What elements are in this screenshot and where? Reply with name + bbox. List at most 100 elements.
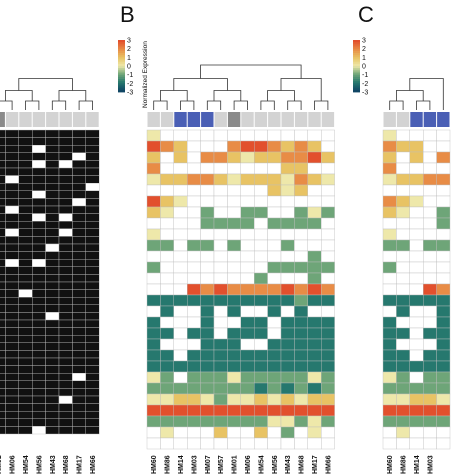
heatmap-cell <box>58 198 73 207</box>
heatmap-cell <box>0 175 6 184</box>
heatmap-cell <box>240 250 255 263</box>
heatmap-cell <box>267 294 282 307</box>
heatmap-cell <box>436 437 451 450</box>
heatmap-cell <box>240 360 255 373</box>
heatmap-cell <box>72 228 87 237</box>
heatmap-cell <box>186 261 201 274</box>
heatmap-cell <box>227 250 241 263</box>
heatmap-cell <box>267 250 282 263</box>
heatmap-cell <box>32 236 46 245</box>
heatmap-cell <box>160 151 174 164</box>
heatmap-cell <box>396 239 410 252</box>
heatmap-cell <box>423 338 437 351</box>
heatmap-cell <box>382 415 397 428</box>
heatmap-cell <box>396 349 410 362</box>
heatmap-cell <box>45 281 60 290</box>
heatmap-cell <box>423 228 437 241</box>
heatmap-cell <box>186 316 201 329</box>
heatmap-cell <box>423 261 437 274</box>
heatmap-cell <box>32 342 46 351</box>
group-annotation-cell <box>241 112 254 127</box>
heatmap-cell <box>160 140 174 153</box>
heatmap-cell <box>396 162 410 175</box>
colorbar-segment <box>118 57 125 60</box>
heatmap-cell <box>5 388 19 397</box>
heatmap-cell <box>396 415 410 428</box>
heatmap-cell <box>32 426 46 435</box>
heatmap-cell <box>160 360 174 373</box>
heatmap-cell <box>267 151 282 164</box>
heatmap-cell <box>253 382 268 395</box>
heatmap-cell <box>307 217 322 230</box>
heatmap-cell <box>423 195 437 208</box>
heatmap-cell <box>436 184 451 197</box>
heatmap-cell <box>409 140 424 153</box>
heatmap-cell <box>186 371 201 384</box>
heatmap-cell <box>409 162 424 175</box>
heatmap-cell <box>18 266 33 275</box>
heatmap-cell <box>423 371 437 384</box>
heatmap-cell <box>321 151 335 164</box>
heatmap-cell <box>200 195 215 208</box>
heatmap-cell <box>307 261 322 274</box>
heatmap-cell <box>160 382 174 395</box>
colorbar-segment <box>353 72 360 76</box>
heatmap-cell <box>160 228 174 241</box>
heatmap-cell <box>5 198 19 207</box>
heatmap-cell <box>32 182 46 191</box>
heatmap-cell <box>18 144 33 153</box>
heatmap-cell <box>267 129 282 142</box>
heatmap-cell <box>0 380 6 389</box>
heatmap-cell <box>382 250 397 263</box>
heatmap-cell <box>32 350 46 359</box>
heatmap-cell <box>280 404 295 417</box>
heatmap-cell <box>294 382 308 395</box>
heatmap-cell <box>186 129 201 142</box>
heatmap-cell <box>213 349 228 362</box>
heatmap-cell <box>396 217 410 230</box>
heatmap-cell <box>5 274 19 283</box>
heatmap-cell <box>294 173 308 186</box>
heatmap-cell <box>5 243 19 252</box>
heatmap-cell <box>396 294 410 307</box>
heatmap-cell <box>32 319 46 328</box>
heatmap-cell <box>173 316 188 329</box>
group-annotation-cell <box>396 112 410 127</box>
colorbar-segment <box>353 70 360 73</box>
heatmap-cell <box>200 283 215 296</box>
heatmap-cell <box>5 266 19 275</box>
heatmap-cell <box>85 251 100 260</box>
heatmap-cell <box>85 365 100 374</box>
group-annotation-cell <box>174 112 187 127</box>
heatmap-cell <box>280 151 295 164</box>
heatmap-cell <box>85 182 100 191</box>
heatmap-cell <box>307 228 322 241</box>
heatmap-cell <box>294 371 308 384</box>
heatmap-cell <box>307 338 322 351</box>
heatmap-cell <box>423 404 437 417</box>
heatmap-cell <box>436 250 451 263</box>
heatmap-cell <box>85 274 100 283</box>
heatmap-cell <box>436 129 451 142</box>
heatmap-cell <box>32 198 46 207</box>
heatmap-cell <box>72 182 87 191</box>
heatmap-cell <box>213 371 228 384</box>
heatmap-cell <box>58 213 73 222</box>
heatmap-cell <box>72 350 87 359</box>
heatmap-cell <box>18 373 33 382</box>
heatmap-cell <box>307 294 322 307</box>
heatmap-cell <box>267 371 282 384</box>
heatmap-cell <box>18 129 33 138</box>
colorbar-segment <box>118 46 125 50</box>
heatmap-cell <box>321 217 335 230</box>
colorbar-segment <box>353 48 360 52</box>
panel-b-expression-heatmap: B 32 1 0-1 -2 -3 Normalized Expression HM60 HM86… <box>118 2 335 474</box>
heatmap-cell <box>227 217 241 230</box>
heatmap-cell <box>253 195 268 208</box>
heatmap-cell <box>0 335 6 344</box>
heatmap-cell <box>253 316 268 329</box>
heatmap-cell <box>267 382 282 395</box>
heatmap-cell <box>267 217 282 230</box>
heatmap-cell <box>72 236 87 245</box>
heatmap-cell <box>240 338 255 351</box>
